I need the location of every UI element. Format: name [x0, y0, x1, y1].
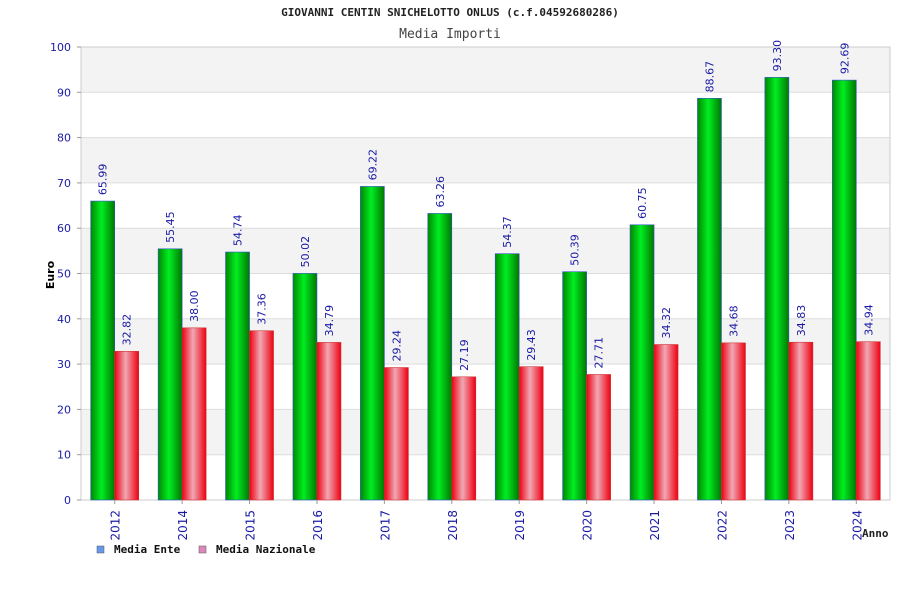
- bar: [225, 251, 250, 501]
- bar-value-label: 63.26: [434, 176, 447, 208]
- plot-band: [81, 228, 890, 274]
- y-axis: 0 10 20 30 40 50 60 70 80 90 100: [50, 41, 81, 507]
- x-tick-label: 2019: [513, 510, 527, 541]
- y-tick-label: 20: [57, 403, 71, 416]
- plot-band: [81, 318, 890, 365]
- y-tick-label: 90: [57, 86, 71, 99]
- plot-band: [81, 47, 890, 93]
- x-tick-label: 2018: [446, 510, 460, 541]
- legend-swatch: [96, 545, 105, 554]
- y-tick-label: 50: [57, 268, 71, 281]
- legend-swatch: [198, 545, 207, 554]
- chart-title: GIOVANNI CENTIN SNICHELOTTO ONLUS (c.f.0…: [281, 6, 619, 19]
- y-tick-label: 10: [57, 449, 71, 462]
- bars: 65.99 32.82 55.45 38.00 54.74 37.36 50.02 34.79…: [90, 40, 881, 501]
- x-tick-label: 2015: [244, 510, 258, 541]
- bar: [653, 344, 679, 501]
- bar-value-label: 50.39: [569, 234, 582, 266]
- bar-value-label: 54.74: [232, 215, 245, 247]
- bar: [157, 248, 183, 501]
- bar-value-label: 34.32: [660, 307, 673, 339]
- plot-band: [81, 409, 890, 455]
- bar: [831, 79, 857, 501]
- y-tick-label: 80: [57, 132, 71, 145]
- bar: [518, 366, 544, 501]
- x-axis-label: Anno: [862, 527, 889, 540]
- x-tick-label: 2016: [311, 510, 325, 541]
- x-tick-label: 2024: [850, 510, 864, 541]
- bar: [586, 374, 611, 501]
- x-tick-label: 2021: [648, 510, 662, 541]
- x-tick-label: 2017: [378, 510, 392, 541]
- bar-value-label: 38.00: [188, 290, 201, 322]
- bar: [316, 342, 342, 501]
- y-tick-label: 70: [57, 177, 71, 190]
- y-tick-label: 0: [64, 494, 71, 507]
- bar-value-label: 92.69: [838, 43, 851, 75]
- y-axis-label: Euro: [44, 260, 57, 289]
- plot-band: [81, 273, 890, 319]
- legend: Media Ente Media Nazionale: [96, 543, 316, 556]
- bar: [764, 77, 790, 501]
- y-tick-label: 40: [57, 313, 71, 326]
- bar-value-label: 32.82: [121, 314, 134, 346]
- plot-band: [81, 454, 890, 500]
- bar-value-label: 65.99: [97, 164, 110, 196]
- bar: [788, 341, 814, 501]
- bar-value-label: 60.75: [636, 187, 649, 219]
- bar: [249, 330, 274, 501]
- bar-value-label: 93.30: [771, 40, 784, 72]
- y-tick-label: 60: [57, 222, 71, 235]
- bar: [181, 327, 207, 501]
- x-tick-label: 2020: [581, 510, 595, 541]
- legend-label: Media Nazionale: [216, 543, 316, 556]
- bar-value-label: 55.45: [164, 211, 177, 243]
- bar: [384, 367, 409, 501]
- bar: [562, 271, 587, 501]
- bar: [427, 213, 453, 501]
- y-tick-label: 100: [50, 41, 71, 54]
- legend-label: Media Ente: [114, 543, 181, 556]
- bar: [292, 273, 318, 501]
- bar: [629, 224, 655, 501]
- x-tick-label: 2014: [176, 510, 190, 541]
- bar-value-label: 29.24: [390, 330, 403, 362]
- x-tick-label: 2012: [109, 510, 123, 541]
- bar-value-label: 88.67: [703, 61, 716, 93]
- bar-value-label: 27.19: [458, 339, 471, 371]
- plot-band: [81, 182, 890, 229]
- bar: [451, 376, 477, 501]
- plot-background: [81, 47, 890, 500]
- x-tick-label: 2022: [715, 510, 729, 541]
- chart-subtitle: Media Importi: [399, 27, 501, 42]
- y-tick-label: 30: [57, 358, 71, 371]
- bar-value-label: 34.83: [795, 305, 808, 337]
- bar: [697, 98, 722, 501]
- plot-band: [81, 364, 890, 410]
- plot-band: [81, 137, 890, 183]
- bar: [360, 186, 385, 501]
- bar-value-label: 29.43: [525, 329, 538, 361]
- x-axis: 2012 2014 2015 2016 2017 2018 2019 2020 2021 2022…: [109, 500, 864, 541]
- bar-value-label: 34.94: [862, 304, 875, 336]
- plot-band: [81, 92, 890, 138]
- bar: [721, 342, 746, 501]
- bar-value-label: 37.36: [256, 293, 269, 325]
- bar-value-label: 34.68: [727, 305, 740, 337]
- bar-value-label: 27.71: [593, 337, 606, 369]
- bar-value-label: 54.37: [501, 216, 514, 248]
- bar: [494, 253, 520, 501]
- bar: [855, 341, 881, 501]
- x-tick-label: 2023: [783, 510, 797, 541]
- bar: [114, 351, 140, 501]
- bar-value-label: 50.02: [299, 236, 312, 268]
- bar: [90, 200, 116, 501]
- bar-value-label: 69.22: [366, 149, 379, 181]
- bar-value-label: 34.79: [323, 305, 336, 337]
